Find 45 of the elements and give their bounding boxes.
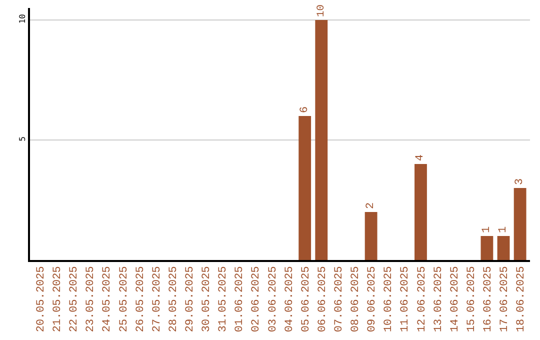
data-label: 6 — [298, 106, 311, 113]
x-tick-label: 23.05.2025 — [85, 266, 98, 332]
bar — [497, 236, 510, 260]
bar — [480, 236, 494, 260]
x-tick-label: 21.05.2025 — [52, 266, 64, 332]
data-label: 2 — [365, 202, 378, 209]
data-label: 10 — [315, 4, 328, 17]
x-tick-label: 11.06.2025 — [400, 266, 412, 332]
x-tick-label: 10.06.2025 — [383, 266, 396, 332]
data-label: 1 — [498, 226, 510, 233]
x-tick-label: 30.05.2025 — [201, 266, 214, 332]
x-tick-label: 24.05.2025 — [102, 266, 114, 332]
x-tick-label: 07.06.2025 — [334, 266, 346, 332]
x-tick-label: 04.06.2025 — [284, 266, 296, 332]
x-tick-label: 26.05.2025 — [134, 266, 147, 332]
x-tick-label: 25.05.2025 — [118, 266, 130, 332]
x-tick-label: 27.05.2025 — [151, 266, 164, 332]
x-tick-label: 28.05.2025 — [168, 266, 180, 332]
x-tick-label: 12.06.2025 — [416, 266, 428, 332]
x-tick-label: 09.06.2025 — [366, 266, 379, 332]
x-tick-label: 16.06.2025 — [482, 266, 495, 332]
x-tick-label: 20.05.2025 — [36, 266, 48, 332]
x-tick-label: 05.06.2025 — [300, 266, 312, 332]
bar — [315, 20, 328, 260]
x-tick-label: 15.06.2025 — [466, 266, 478, 332]
x-tick-label: 08.06.2025 — [350, 266, 362, 332]
x-tick-label: 29.05.2025 — [184, 266, 197, 332]
x-tick-label: 22.05.2025 — [68, 266, 81, 332]
bar — [298, 116, 312, 260]
data-label: 4 — [414, 154, 427, 161]
data-label: 3 — [514, 178, 526, 185]
x-tick-label: 18.06.2025 — [516, 266, 528, 332]
y-tick-label: 5 — [18, 136, 28, 142]
x-tick-label: 03.06.2025 — [267, 266, 280, 332]
bar — [414, 164, 427, 260]
x-tick-label: 13.06.2025 — [432, 266, 445, 332]
x-tick-label: 06.06.2025 — [316, 266, 329, 332]
x-tick-label: 01.06.2025 — [234, 266, 246, 332]
bar — [364, 212, 378, 260]
bar — [514, 188, 526, 260]
x-tick-label: 02.06.2025 — [250, 266, 263, 332]
data-label: 1 — [480, 226, 493, 233]
x-tick-label: 31.05.2025 — [218, 266, 230, 332]
x-tick-label: 17.06.2025 — [499, 266, 512, 332]
x-tick-label: 14.06.2025 — [449, 266, 462, 332]
